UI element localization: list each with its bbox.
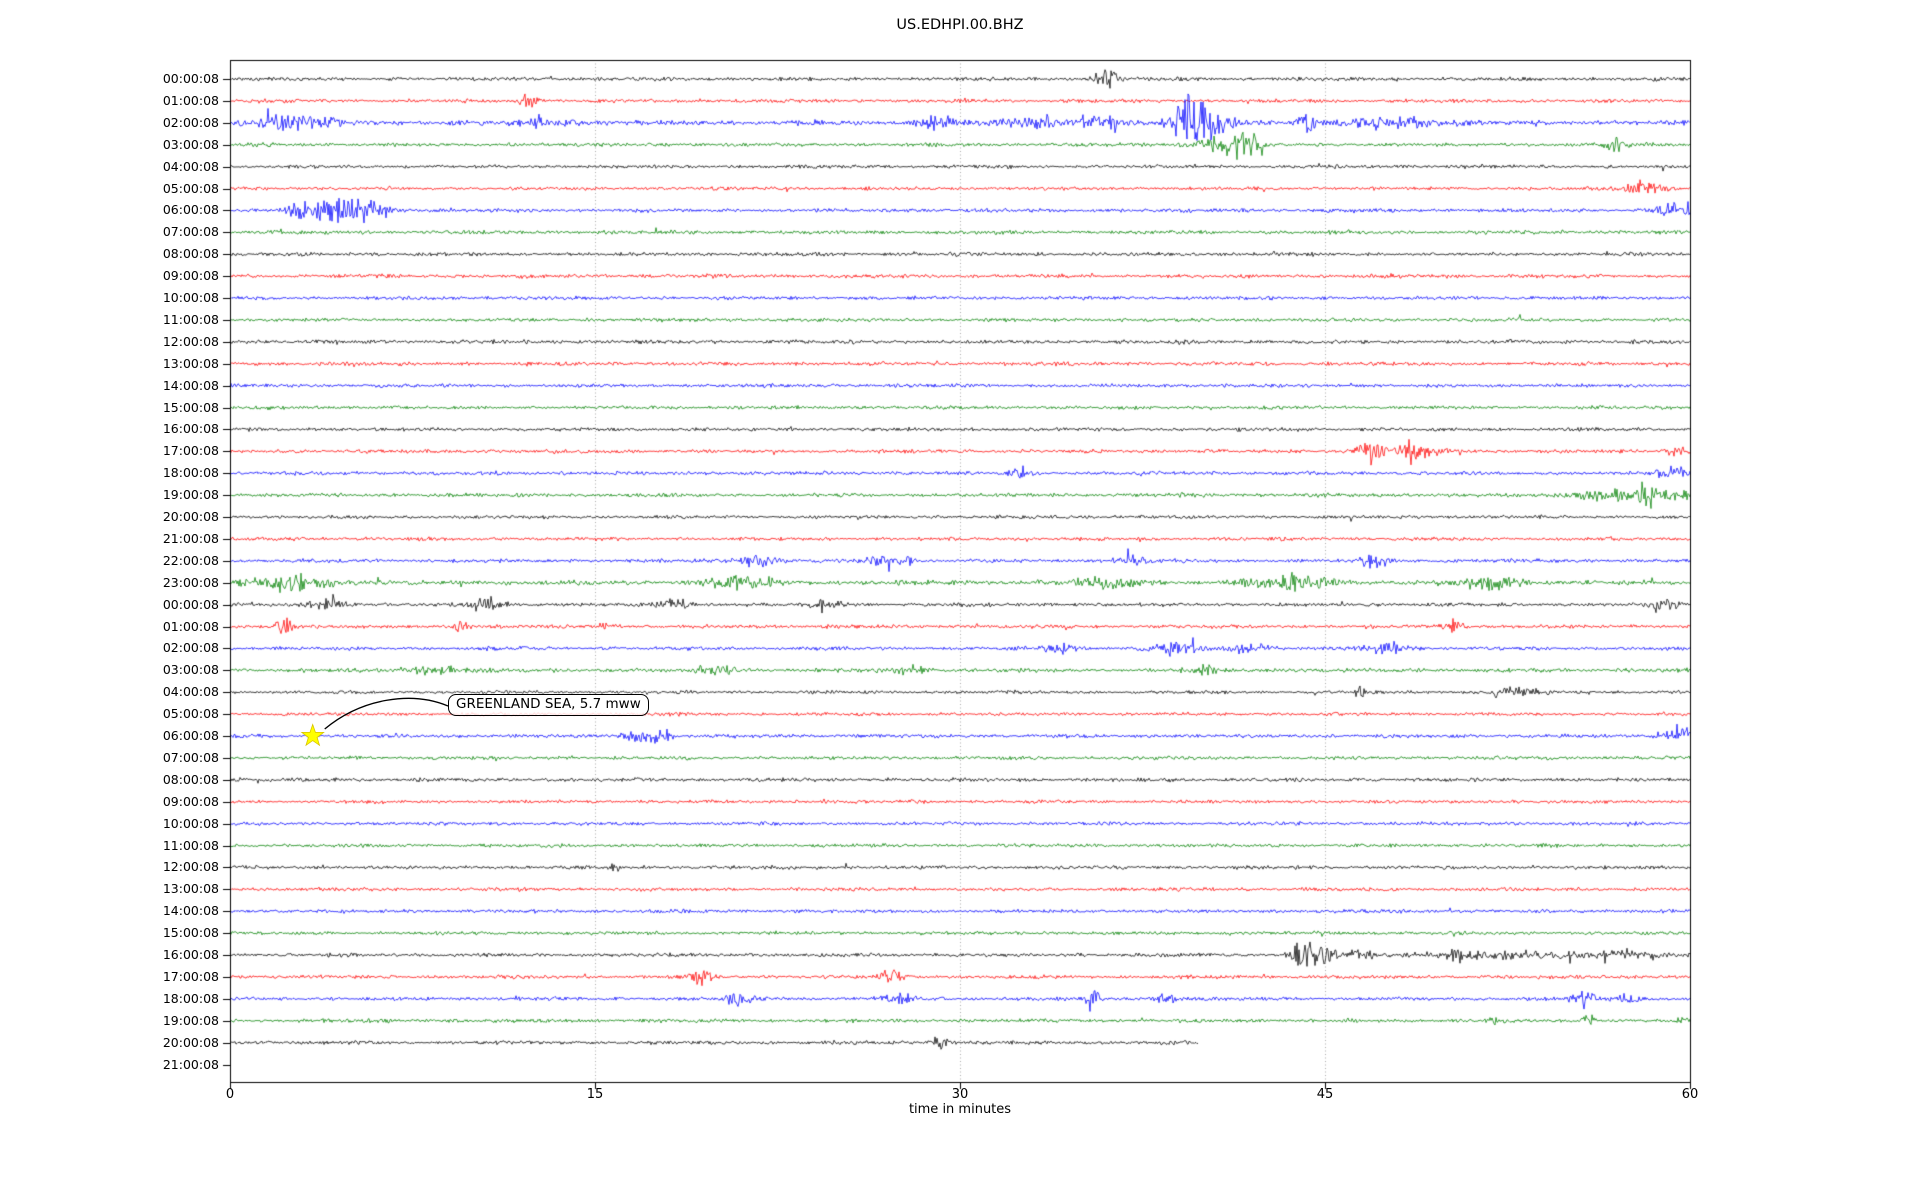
y-tick-label: 21:00:08: [162, 530, 219, 546]
y-tick-label: 21:00:08: [162, 1056, 219, 1072]
y-tick-label: 23:00:08: [162, 574, 219, 590]
y-tick-label: 17:00:08: [162, 968, 219, 984]
y-tick-label: 16:00:08: [162, 421, 219, 437]
y-tick-label: 16:00:08: [162, 947, 219, 962]
y-tick-label: 15:00:08: [162, 399, 219, 415]
y-tick-label: 20:00:08: [162, 509, 219, 524]
y-tick-label: 12:00:08: [162, 333, 219, 349]
y-tick-label: 02:00:08: [162, 114, 219, 130]
y-tick-label: 00:00:08: [162, 596, 219, 612]
y-tick-label: 07:00:08: [162, 224, 219, 240]
y-tick-label: 09:00:08: [162, 793, 219, 809]
y-tick-label: 19:00:08: [162, 487, 219, 503]
y-tick-label: 18:00:08: [162, 465, 219, 481]
x-tick-label: 45: [1316, 1087, 1334, 1102]
y-tick-label: 10:00:08: [162, 290, 219, 305]
y-tick-label: 18:00:08: [162, 990, 219, 1006]
x-tick-label: 15: [586, 1087, 604, 1102]
y-tick-label: 22:00:08: [162, 552, 219, 568]
y-tick-label: 12:00:08: [162, 859, 219, 875]
y-tick-label: 14:00:08: [162, 903, 219, 919]
y-tick-label: 07:00:08: [162, 749, 219, 765]
x-axis-label: time in minutes: [908, 1102, 1012, 1117]
event-annotation-box: GREENLAND SEA, 5.7 mww: [448, 694, 649, 716]
y-tick-label: 03:00:08: [162, 662, 219, 678]
y-tick-label: 05:00:08: [162, 706, 219, 722]
y-tick-label: 19:00:08: [162, 1012, 219, 1028]
y-tick-label: 08:00:08: [162, 771, 219, 787]
y-tick-label: 11:00:08: [162, 837, 219, 853]
x-tick-label: 60: [1681, 1087, 1699, 1102]
y-tick-label: 01:00:08: [162, 92, 219, 108]
y-tick-label: 15:00:08: [162, 925, 219, 941]
y-tick-label: 06:00:08: [162, 202, 219, 218]
y-tick-label: 02:00:08: [162, 640, 219, 656]
y-tick-label: 13:00:08: [162, 881, 219, 897]
y-tick-label: 03:00:08: [162, 136, 219, 152]
y-tick-label: 17:00:08: [162, 443, 219, 459]
y-tick-label: 13:00:08: [162, 355, 219, 371]
y-tick-label: 08:00:08: [162, 246, 219, 262]
x-tick-label: 30: [951, 1087, 969, 1102]
y-tick-label: 00:00:08: [162, 71, 219, 86]
y-tick-label: 06:00:08: [162, 728, 219, 743]
x-tick-label: 0: [225, 1087, 235, 1102]
y-tick-label: 04:00:08: [162, 684, 219, 700]
y-tick-label: 11:00:08: [162, 311, 219, 327]
y-tick-label: 05:00:08: [162, 180, 219, 196]
chart-title: US.EDHPI.00.BHZ: [896, 17, 1024, 33]
y-tick-label: 09:00:08: [162, 268, 219, 284]
y-tick-label: 14:00:08: [162, 377, 219, 393]
y-tick-label: 20:00:08: [162, 1034, 219, 1050]
y-tick-label: 10:00:08: [162, 815, 219, 831]
y-tick-label: 04:00:08: [162, 158, 219, 174]
y-tick-label: 01:00:08: [162, 618, 219, 634]
event-annotation-text: GREENLAND SEA, 5.7 mww: [456, 696, 641, 712]
